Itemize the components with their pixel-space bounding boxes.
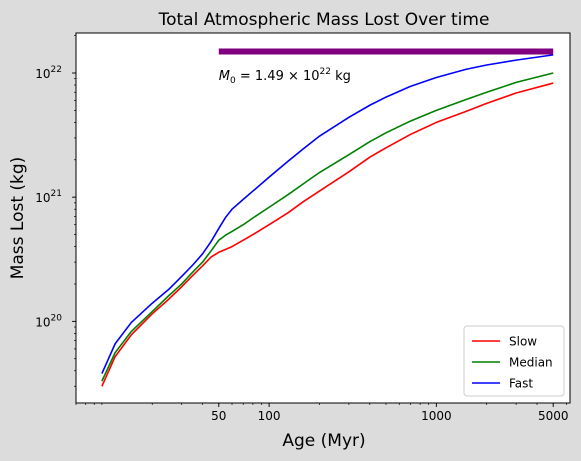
y-tick-label: 1022 [35,65,62,81]
x-tick-label: 50 [211,409,226,423]
annotation-unit: kg [331,69,351,84]
x-axis-label: Age (Myr) [282,431,365,451]
series-line-median [101,72,554,382]
series-line-slow [101,82,554,387]
y-axis-label: Mass Lost (kg) [8,157,28,280]
annotation-subscript: 0 [230,76,236,86]
series-layer [101,54,554,387]
y-tick-label: 1021 [35,189,62,205]
y-tick-label: 1020 [35,313,62,329]
legend-label-median: Median [509,356,553,370]
annotation-equals: = 1.49 × 10 [236,69,320,84]
legend-label-fast: Fast [509,377,533,391]
legend-label-slow: Slow [509,335,537,349]
plot-frame [75,32,571,404]
chart-title: Total Atmospheric Mass Lost Over time [158,10,490,30]
y-axis-ticks: 1020 1021 1022 [35,65,76,329]
annotation-m0: M0 = 1.49 × 1022 kg [219,67,351,86]
annotation-symbol: M [219,69,230,84]
x-tick-label: 100 [258,409,281,423]
x-tick-label: 1000 [421,409,452,423]
series-line-fast [101,54,554,374]
legend-box [463,325,565,397]
x-axis-ticks: 50 100 1000 5000 [211,403,568,423]
legend: Slow Median Fast [463,325,565,397]
annotation-exponent: 22 [320,67,331,77]
x-tick-label: 5000 [538,409,569,423]
